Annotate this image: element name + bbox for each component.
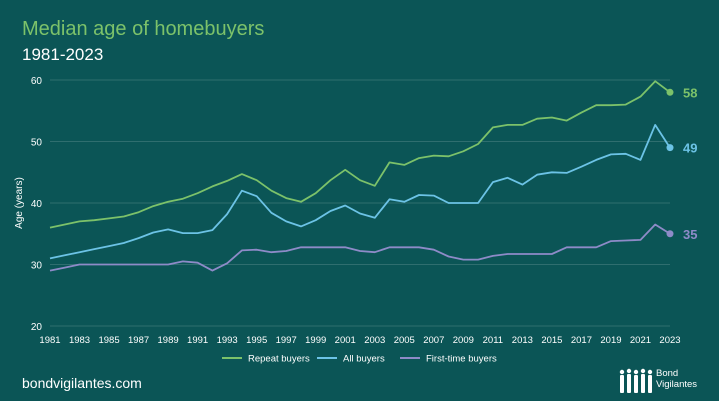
y-tick-label: 40 (31, 199, 43, 210)
series-line (49, 80, 671, 229)
chart-subtitle: 1981-2023 (22, 45, 104, 64)
series-line (49, 124, 671, 260)
x-tick-label: 2005 (394, 335, 415, 346)
x-tick-label: 2023 (659, 335, 680, 346)
footer-url: bondvigilantes.com (22, 375, 142, 391)
x-tick-label: 1995 (246, 335, 267, 346)
y-axis-label: Age (years) (14, 177, 25, 229)
x-tick-label: 1985 (98, 335, 119, 346)
logo-text-line1: Bond (656, 368, 679, 379)
x-tick-label: 2015 (541, 335, 562, 346)
logo-text-line2: Vigilantes (656, 379, 698, 390)
series-end-marker (666, 144, 674, 152)
bond-vigilantes-logo: Bond Vigilantes (618, 366, 708, 396)
x-tick-label: 1983 (69, 335, 90, 346)
people-icon (619, 368, 653, 393)
x-tick-label: 1987 (128, 335, 149, 346)
x-tick-label: 1989 (158, 335, 179, 346)
legend-label: First-time buyers (426, 354, 497, 365)
legend-label: All buyers (343, 354, 385, 365)
x-tick-label: 2009 (453, 335, 474, 346)
series-end-label: 35 (683, 227, 697, 242)
x-tick-label: 1991 (187, 335, 208, 346)
legend-label: Repeat buyers (248, 354, 310, 365)
series-end-marker (666, 230, 674, 238)
x-tick-label: 2013 (512, 335, 533, 346)
x-tick-label: 1999 (305, 335, 326, 346)
y-tick-label: 30 (31, 261, 43, 272)
series-end-label: 49 (683, 141, 697, 156)
x-tick-label: 1997 (276, 335, 297, 346)
y-tick-label: 60 (31, 76, 43, 87)
series-line (49, 223, 671, 272)
x-tick-label: 2021 (630, 335, 651, 346)
x-tick-label: 1993 (217, 335, 238, 346)
series-end-label: 58 (683, 85, 697, 100)
x-tick-label: 1981 (39, 335, 60, 346)
y-tick-label: 20 (31, 322, 43, 333)
x-tick-label: 2001 (335, 335, 356, 346)
x-tick-label: 2011 (483, 335, 503, 346)
x-tick-label: 2017 (571, 335, 592, 346)
y-tick-label: 50 (31, 138, 43, 149)
series-end-marker (666, 88, 674, 96)
x-tick-label: 2003 (364, 335, 385, 346)
x-tick-label: 2019 (600, 335, 621, 346)
chart-title: Median age of homebuyers (22, 18, 265, 40)
x-tick-label: 2007 (423, 335, 444, 346)
